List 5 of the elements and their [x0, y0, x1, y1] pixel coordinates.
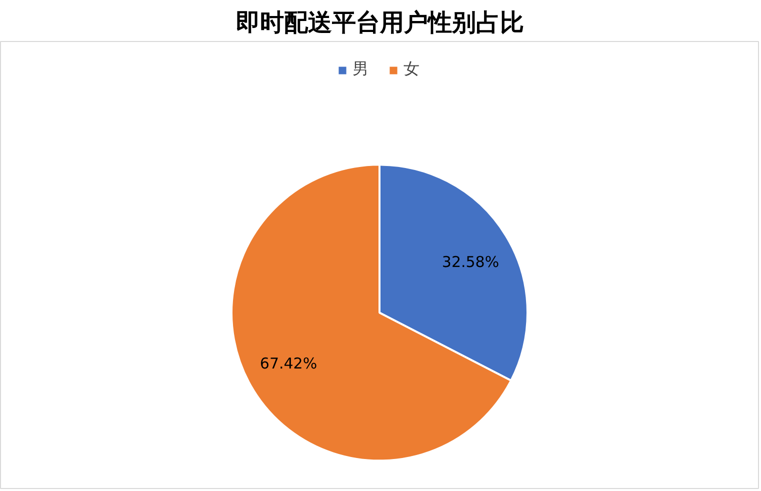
data-label: 32.58% [442, 252, 500, 271]
legend-label: 女 [404, 59, 420, 80]
data-label: 67.42% [260, 354, 318, 372]
chart-title: 即时配送平台用户性别占比 [236, 8, 524, 36]
legend-label: 男 [352, 59, 370, 80]
